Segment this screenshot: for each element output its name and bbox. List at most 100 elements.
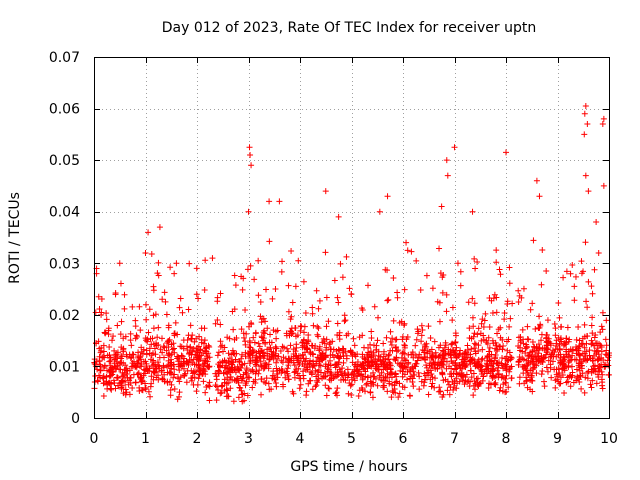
data-point — [178, 352, 185, 359]
data-point — [146, 306, 153, 313]
data-point — [530, 366, 537, 373]
data-point — [197, 368, 204, 375]
data-point — [267, 331, 274, 338]
data-point — [348, 291, 355, 298]
data-point — [212, 370, 219, 377]
data-point — [477, 362, 484, 369]
data-point — [118, 379, 125, 386]
data-point — [154, 334, 161, 341]
data-point — [482, 310, 489, 317]
data-point — [525, 336, 532, 343]
data-point — [560, 342, 567, 349]
data-point — [239, 361, 246, 368]
data-point — [560, 361, 567, 368]
data-point — [263, 375, 270, 382]
data-point — [583, 298, 590, 305]
data-point — [382, 266, 389, 273]
data-point — [545, 335, 552, 342]
data-point — [429, 285, 436, 292]
data-point — [348, 349, 355, 356]
data-point — [314, 354, 321, 361]
data-point — [223, 380, 230, 387]
data-point — [238, 355, 245, 362]
data-point — [418, 378, 425, 385]
data-point — [380, 353, 387, 360]
data-point — [585, 188, 592, 195]
data-point — [184, 346, 191, 353]
data-point — [492, 352, 499, 359]
data-point — [351, 368, 358, 375]
data-point — [590, 363, 597, 370]
data-point — [149, 335, 156, 342]
data-point — [352, 353, 359, 360]
data-point — [188, 335, 195, 342]
data-point — [334, 369, 341, 376]
x-tick-label: 4 — [296, 431, 305, 447]
data-point — [586, 352, 593, 359]
data-point — [218, 389, 225, 396]
data-point — [564, 324, 571, 331]
data-point — [569, 346, 576, 353]
data-point — [408, 373, 415, 380]
data-point — [437, 342, 444, 349]
data-point — [413, 336, 420, 343]
data-point — [285, 308, 292, 315]
data-point — [147, 383, 154, 390]
data-point — [530, 237, 537, 244]
data-point — [165, 324, 172, 331]
data-point — [581, 321, 588, 328]
data-point — [418, 332, 425, 339]
data-point — [401, 322, 408, 329]
data-point — [471, 378, 478, 385]
data-point — [299, 351, 306, 358]
data-point — [385, 296, 392, 303]
data-point — [362, 388, 369, 395]
data-point — [577, 352, 584, 359]
data-point — [384, 193, 391, 200]
data-point — [446, 391, 453, 398]
data-point — [547, 342, 554, 349]
data-point — [250, 334, 257, 341]
data-point — [598, 323, 605, 330]
data-point — [348, 391, 355, 398]
data-point — [432, 375, 439, 382]
data-point — [239, 286, 246, 293]
data-point — [435, 359, 442, 366]
data-point — [596, 367, 603, 374]
data-point — [260, 329, 267, 336]
data-point — [154, 359, 161, 366]
data-point — [120, 360, 127, 367]
data-point — [220, 370, 227, 377]
data-point — [552, 346, 559, 353]
data-point — [161, 371, 168, 378]
data-point — [140, 346, 147, 353]
data-point — [200, 378, 207, 385]
data-point — [108, 366, 115, 373]
data-point — [362, 359, 369, 366]
data-point — [262, 318, 269, 325]
data-point — [273, 359, 280, 366]
data-point — [247, 151, 254, 158]
data-point — [395, 394, 402, 401]
data-point — [134, 333, 141, 340]
data-point — [137, 354, 144, 361]
data-point — [183, 379, 190, 386]
data-point — [145, 329, 152, 336]
data-point — [479, 377, 486, 384]
data-point — [334, 320, 341, 327]
data-point — [289, 388, 296, 395]
data-point — [457, 351, 464, 358]
data-point — [507, 315, 514, 322]
data-point — [203, 353, 210, 360]
data-point — [543, 267, 550, 274]
data-point — [276, 198, 283, 205]
data-point — [582, 172, 589, 179]
data-point — [401, 384, 408, 391]
data-point — [380, 382, 387, 389]
data-point — [155, 272, 162, 279]
data-point — [249, 357, 256, 364]
data-point — [456, 350, 463, 357]
data-point — [356, 366, 363, 373]
data-point — [180, 345, 187, 352]
data-point — [598, 348, 605, 355]
